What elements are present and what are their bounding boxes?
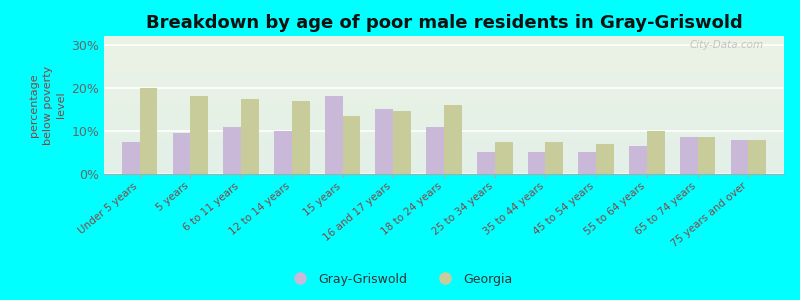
Bar xyxy=(680,137,698,174)
Bar xyxy=(139,88,158,174)
Bar xyxy=(477,152,494,174)
Bar xyxy=(190,96,208,174)
Bar xyxy=(730,140,749,174)
Bar xyxy=(647,131,665,174)
Y-axis label: percentage
below poverty
level: percentage below poverty level xyxy=(30,65,66,145)
Bar xyxy=(546,142,563,174)
Bar xyxy=(173,133,190,174)
Bar xyxy=(223,127,241,174)
Bar xyxy=(241,98,258,174)
Bar xyxy=(375,109,394,174)
Bar xyxy=(444,105,462,174)
Bar xyxy=(325,96,342,174)
Bar xyxy=(342,116,360,174)
Bar xyxy=(578,152,596,174)
Bar xyxy=(122,142,139,174)
Bar xyxy=(630,146,647,174)
Bar xyxy=(292,101,310,174)
Bar xyxy=(698,137,715,174)
Text: City-Data.com: City-Data.com xyxy=(690,40,763,50)
Bar xyxy=(394,112,411,174)
Bar xyxy=(749,140,766,174)
Bar xyxy=(494,142,513,174)
Legend: Gray-Griswold, Georgia: Gray-Griswold, Georgia xyxy=(282,268,518,291)
Title: Breakdown by age of poor male residents in Gray-Griswold: Breakdown by age of poor male residents … xyxy=(146,14,742,32)
Bar xyxy=(274,131,292,174)
Bar xyxy=(426,127,444,174)
Bar xyxy=(528,152,546,174)
Bar xyxy=(596,144,614,174)
